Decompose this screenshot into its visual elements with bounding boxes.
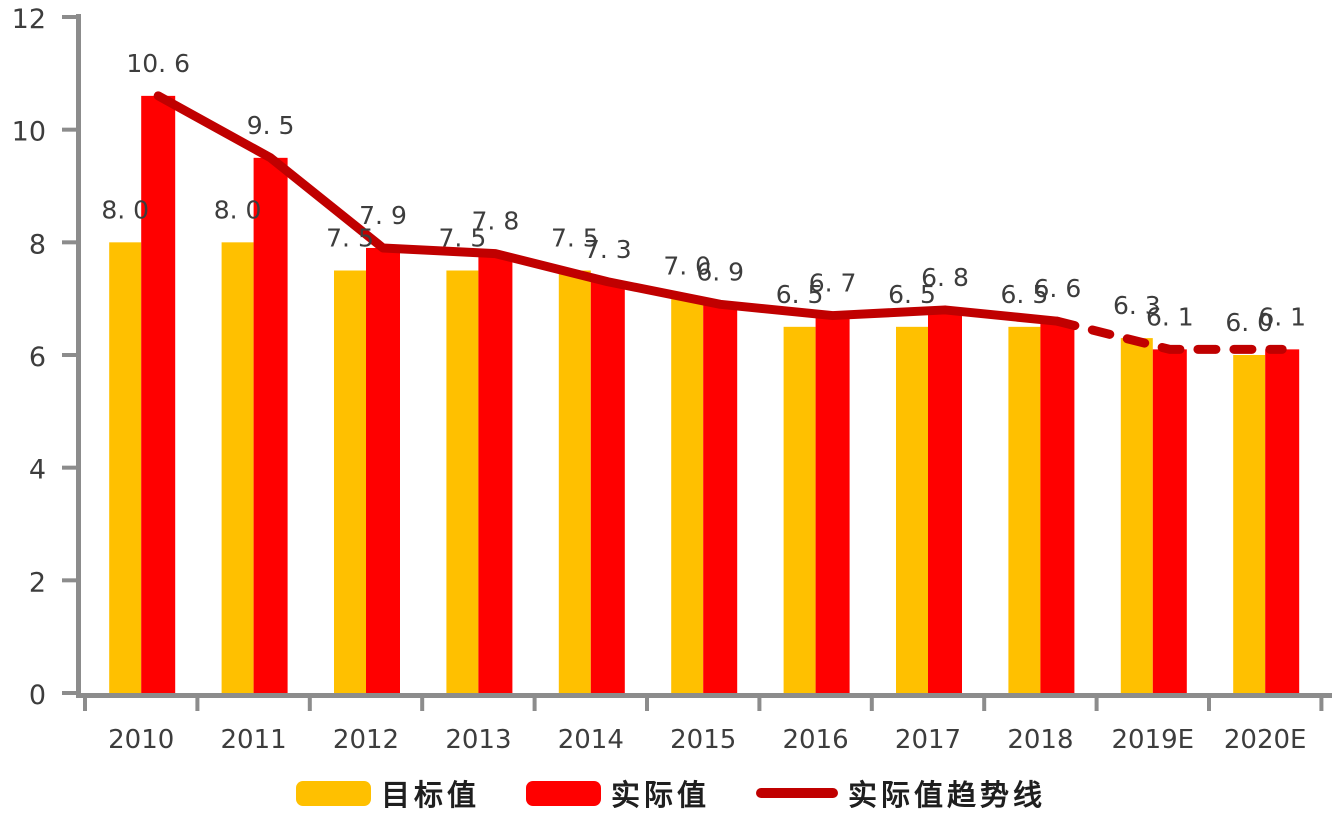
svg-text:7. 3: 7. 3	[584, 235, 632, 264]
svg-text:7. 5: 7. 5	[551, 224, 599, 253]
svg-text:12: 12	[12, 4, 46, 35]
svg-text:2013: 2013	[445, 725, 511, 755]
svg-text:10. 6: 10. 6	[126, 49, 190, 78]
target-value-swatch-icon	[295, 780, 371, 806]
legend: 目标值 实际值 实际值趋势线	[0, 772, 1342, 814]
svg-text:2018: 2018	[1007, 725, 1073, 755]
svg-text:6. 0: 6. 0	[1225, 308, 1273, 337]
svg-text:4: 4	[29, 455, 46, 486]
legend-label-target-value: 目标值	[380, 780, 480, 812]
svg-text:2017: 2017	[895, 725, 961, 755]
svg-text:9. 5: 9. 5	[247, 111, 295, 140]
svg-text:6. 3: 6. 3	[1113, 291, 1161, 320]
svg-text:6. 6: 6. 6	[1034, 274, 1082, 303]
svg-text:6. 5: 6. 5	[776, 280, 824, 309]
svg-text:2010: 2010	[108, 725, 174, 755]
svg-text:8. 0: 8. 0	[101, 195, 149, 224]
svg-text:6. 7: 6. 7	[809, 269, 857, 298]
svg-text:6. 5: 6. 5	[1001, 280, 1049, 309]
svg-text:6. 5: 6. 5	[888, 280, 936, 309]
svg-text:2016: 2016	[783, 725, 849, 755]
legend-label-actual-value: 实际值	[610, 780, 710, 812]
svg-text:7. 9: 7. 9	[359, 201, 407, 230]
svg-text:6. 1: 6. 1	[1146, 302, 1194, 331]
svg-text:7. 5: 7. 5	[326, 224, 374, 253]
legend-item-target-value: 目标值	[295, 772, 480, 814]
svg-text:6. 1: 6. 1	[1258, 302, 1306, 331]
svg-text:6: 6	[29, 342, 46, 373]
legend-item-actual-value: 实际值	[525, 772, 710, 814]
svg-text:2014: 2014	[558, 725, 624, 755]
legend-label-trend-line: 实际值趋势线	[848, 780, 1047, 812]
svg-text:7. 8: 7. 8	[472, 207, 520, 236]
svg-text:2012: 2012	[333, 725, 399, 755]
svg-text:6. 9: 6. 9	[696, 257, 744, 286]
actual-value-swatch-icon	[525, 780, 601, 806]
svg-text:2019E: 2019E	[1111, 725, 1194, 755]
legend-item-trend-line: 实际值趋势线	[756, 772, 1046, 814]
trend-line-swatch-icon	[756, 788, 838, 798]
svg-text:7. 0: 7. 0	[663, 252, 711, 281]
svg-text:8: 8	[29, 229, 46, 260]
svg-text:2: 2	[29, 567, 46, 598]
svg-text:7. 5: 7. 5	[439, 224, 487, 253]
svg-text:2011: 2011	[221, 725, 287, 755]
svg-text:10: 10	[12, 117, 46, 148]
svg-text:8. 0: 8. 0	[214, 195, 262, 224]
svg-text:2015: 2015	[670, 725, 736, 755]
svg-text:6. 8: 6. 8	[921, 263, 969, 292]
svg-text:2020E: 2020E	[1224, 725, 1307, 755]
svg-text:0: 0	[29, 680, 46, 711]
